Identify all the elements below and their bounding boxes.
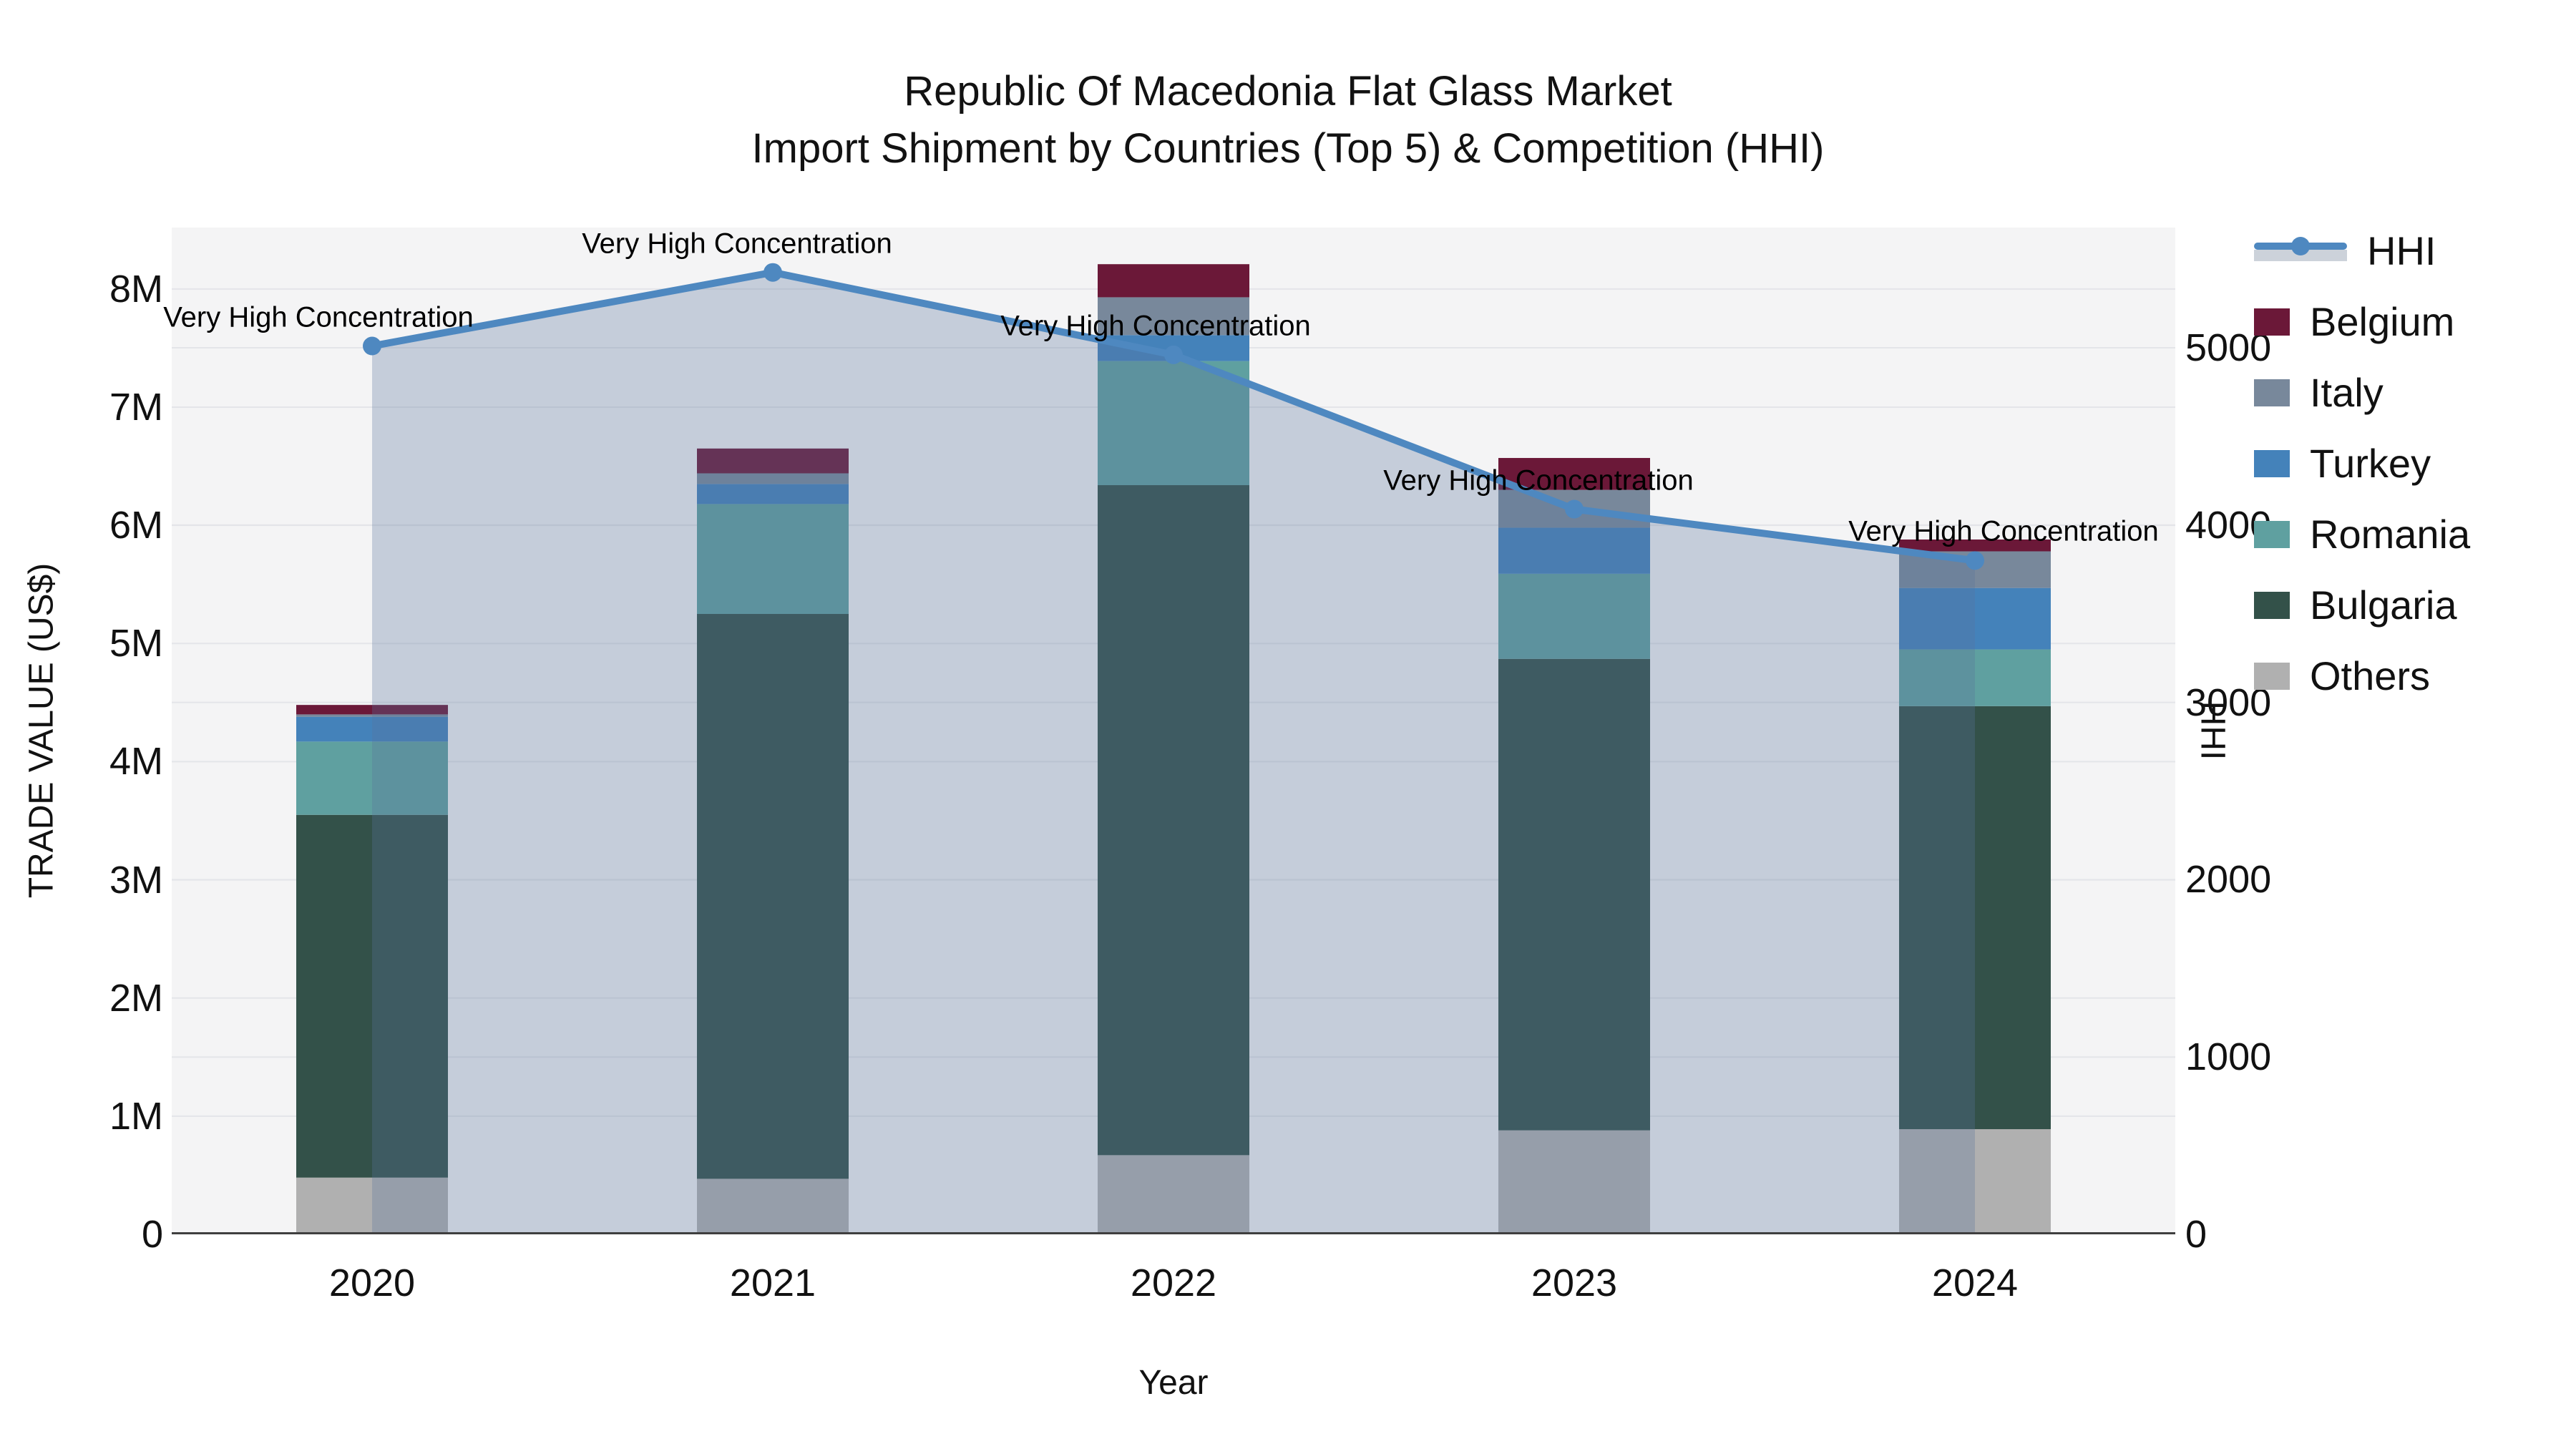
legend-item-bulgaria[interactable]: Bulgaria: [2254, 582, 2470, 628]
legend-label-others: Others: [2310, 653, 2431, 698]
x-tick-2020: 2020: [328, 1262, 416, 1304]
bar-segment-others-2023[interactable]: [1498, 1130, 1650, 1234]
legend-label-hhi: HHI: [2367, 228, 2436, 273]
bar-segment-turkey-2023[interactable]: [1498, 527, 1650, 574]
annotation-2020: Very High Concentration: [163, 301, 474, 333]
hhi-marker-2020[interactable]: [363, 336, 381, 356]
legend-swatch-turkey: [2254, 449, 2290, 477]
y-tick-left-0: 0: [141, 1213, 163, 1256]
legend-label-romania: Romania: [2310, 512, 2471, 557]
hhi-line-icon: [2254, 236, 2347, 265]
bar-segment-belgium-2023[interactable]: [1498, 458, 1650, 490]
bar-segment-belgium-2024[interactable]: [1899, 539, 2051, 552]
y-tick-left-6M: 6M: [109, 504, 163, 547]
hhi-marker-2022[interactable]: [1164, 345, 1183, 364]
legend-item-italy[interactable]: Italy: [2254, 369, 2470, 416]
bar-segment-romania-2021[interactable]: [697, 504, 849, 615]
bar-segment-belgium-2020[interactable]: [296, 705, 448, 715]
bar-segment-bulgaria-2020[interactable]: [296, 814, 448, 1178]
y-tick-left-3M: 3M: [109, 858, 163, 902]
legend-swatch-others: [2254, 662, 2290, 690]
x-tick-2022: 2022: [1130, 1262, 1217, 1304]
y-tick-left-2M: 2M: [109, 976, 163, 1020]
chart-title-line1: Republic Of Macedonia Flat Glass Market: [904, 68, 1672, 114]
y-tick-left-7M: 7M: [109, 386, 163, 429]
bar-segment-romania-2020[interactable]: [296, 741, 448, 815]
legend-item-turkey[interactable]: Turkey: [2254, 440, 2470, 487]
legend-label-belgium: Belgium: [2310, 299, 2455, 344]
y-tick-right-1000: 1000: [2185, 1035, 2272, 1079]
chart-title-line2: Import Shipment by Countries (Top 5) & C…: [751, 125, 1825, 172]
bar-segment-romania-2022[interactable]: [1098, 361, 1249, 486]
hhi-marker-2021[interactable]: [763, 263, 782, 282]
legend-swatch-italy: [2254, 379, 2290, 406]
bar-segment-others-2022[interactable]: [1098, 1155, 1249, 1234]
legend-swatch-belgium: [2254, 308, 2290, 336]
legend-label-turkey: Turkey: [2310, 441, 2431, 486]
bar-segment-belgium-2021[interactable]: [697, 448, 849, 474]
chart-title: Republic Of Macedonia Flat Glass Market …: [0, 63, 2576, 177]
bar-segment-turkey-2020[interactable]: [296, 716, 448, 742]
bar-segment-turkey-2024[interactable]: [1899, 587, 2051, 650]
hhi-line-icon-band: [2254, 249, 2347, 261]
y-axis-title-left: TRADE VALUE (US$): [22, 562, 61, 899]
y-tick-right-2000: 2000: [2185, 858, 2272, 902]
bar-segment-others-2024[interactable]: [1899, 1129, 2051, 1234]
bar-segment-others-2020[interactable]: [296, 1177, 448, 1234]
legend-label-bulgaria: Bulgaria: [2310, 582, 2457, 628]
bar-segment-bulgaria-2023[interactable]: [1498, 658, 1650, 1131]
bar-segment-bulgaria-2021[interactable]: [697, 614, 849, 1179]
bar-segment-others-2021[interactable]: [697, 1179, 849, 1234]
y-tick-right-0: 0: [2185, 1213, 2207, 1256]
legend-item-others[interactable]: Others: [2254, 653, 2470, 699]
legend-item-hhi[interactable]: HHI: [2254, 228, 2470, 274]
x-tick-2023: 2023: [1531, 1262, 1618, 1304]
bar-segment-belgium-2022[interactable]: [1098, 264, 1249, 298]
legend-label-italy: Italy: [2310, 370, 2384, 415]
y-tick-left-5M: 5M: [109, 622, 163, 665]
y-axis-title-right: HHI: [2193, 701, 2232, 761]
y-tick-left-4M: 4M: [109, 740, 163, 784]
annotation-2023: Very High Concentration: [1383, 464, 1694, 496]
bar-segment-romania-2024[interactable]: [1899, 649, 2051, 706]
bar-segment-bulgaria-2022[interactable]: [1098, 485, 1249, 1156]
x-tick-2021: 2021: [729, 1262, 816, 1304]
bar-segment-italy-2020[interactable]: [296, 714, 448, 717]
bar-segment-romania-2023[interactable]: [1498, 573, 1650, 659]
hhi-marker-2024[interactable]: [1966, 551, 1984, 570]
bar-segment-bulgaria-2024[interactable]: [1899, 706, 2051, 1130]
x-tick-2024: 2024: [1931, 1262, 2019, 1304]
bar-segment-turkey-2021[interactable]: [697, 484, 849, 504]
legend: HHI Belgium Italy Turkey Romania Bulgaria Othe…: [2254, 228, 2470, 699]
bar-segment-italy-2022[interactable]: [1098, 297, 1249, 336]
annotation-2022: Very High Concentration: [1000, 310, 1311, 342]
x-axis-title: Year: [1138, 1364, 1209, 1402]
hhi-marker-2023[interactable]: [1565, 499, 1584, 519]
y-tick-left-1M: 1M: [109, 1094, 163, 1138]
legend-swatch-romania: [2254, 520, 2290, 548]
bar-segment-italy-2021[interactable]: [697, 473, 849, 484]
annotation-2021: Very High Concentration: [582, 228, 892, 260]
y-tick-left-8M: 8M: [109, 267, 163, 311]
hhi-line-icon-dot: [2291, 236, 2310, 255]
annotation-2024: Very High Concentration: [1848, 515, 2159, 547]
plot-area: [172, 228, 2175, 1234]
legend-item-belgium[interactable]: Belgium: [2254, 298, 2470, 345]
legend-swatch-bulgaria: [2254, 591, 2290, 619]
legend-item-romania[interactable]: Romania: [2254, 511, 2470, 557]
